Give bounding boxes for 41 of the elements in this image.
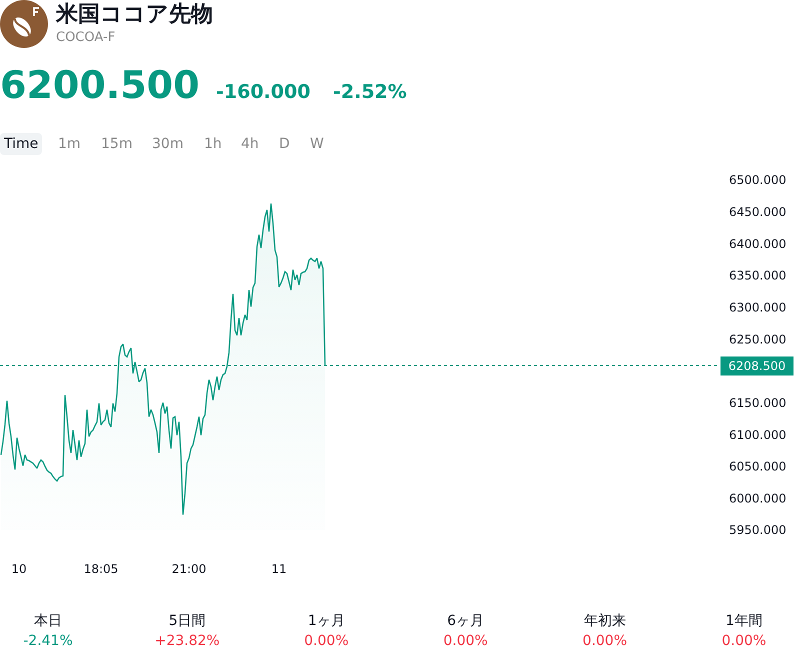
- y-tick-label: 6000.000: [729, 491, 786, 506]
- text: 1m: [57, 135, 82, 154]
- text: -160.000: [216, 80, 310, 104]
- text: 0.00%: [303, 632, 350, 651]
- y-tick-label: 6100.000: [729, 428, 786, 442]
- text: 1年間: [724, 612, 764, 631]
- y-tick-label: 6150.000: [729, 396, 786, 410]
- text: Time: [0, 133, 42, 155]
- chart-subtitle: COCOA-F: [56, 30, 116, 46]
- y-tick-label: 6250.000: [729, 332, 786, 346]
- text: D: [278, 135, 291, 154]
- x-tick-label: 10: [11, 562, 27, 576]
- y-tick-label: 6350.000: [729, 268, 786, 283]
- y-tick-label: 6050.000: [729, 460, 786, 474]
- text: 1h: [203, 135, 223, 154]
- ref-line-label: 6208.500: [728, 359, 786, 373]
- text: -2.52%: [333, 80, 407, 104]
- text: W: [309, 135, 325, 154]
- y-tick-label: 5950.000: [729, 523, 786, 538]
- chart-title: 米国ココア先物: [56, 1, 213, 29]
- text: 年初来: [582, 612, 627, 631]
- text: 5日間: [168, 612, 207, 631]
- text: 0.00%: [442, 632, 489, 651]
- text: +23.82%: [154, 632, 221, 651]
- y-tick-label: 6300.000: [729, 300, 786, 314]
- text: 4h: [240, 135, 260, 154]
- text: -2.41%: [22, 632, 74, 651]
- x-tick-label: 11: [271, 562, 287, 576]
- text: 0.00%: [720, 632, 768, 651]
- text: 30m: [151, 135, 184, 154]
- text: 本日: [33, 612, 63, 631]
- x-tick-label: 18:05: [84, 562, 118, 576]
- y-tick-label: 6500.000: [729, 173, 786, 188]
- text: 1ヶ月: [306, 612, 346, 631]
- y-tick-label: 6400.000: [729, 236, 786, 251]
- text: 0.00%: [582, 632, 628, 651]
- x-tick-label: 21:00: [172, 562, 206, 576]
- text: 6200.500: [0, 62, 200, 108]
- text: 6ヶ月: [446, 612, 486, 631]
- y-tick-label: 6450.000: [729, 205, 786, 220]
- text: 15m: [100, 135, 134, 154]
